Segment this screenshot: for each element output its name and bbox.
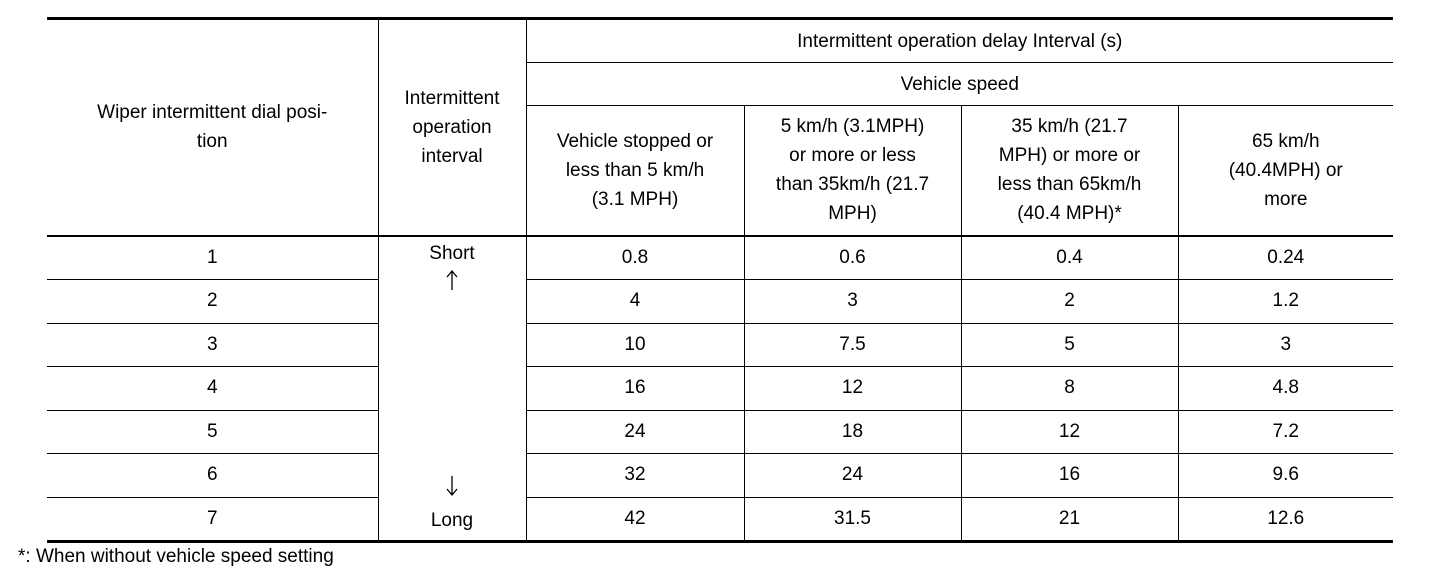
- wiper-table: Wiper intermittent dial posi- tion Inter…: [47, 17, 1394, 543]
- delay-value: 31.5: [743, 496, 961, 543]
- header-speed-range: Vehicle stopped or less than 5 km/h (3.1…: [525, 105, 744, 236]
- header-dial-position: Wiper intermittent dial posi- tion: [47, 17, 378, 236]
- table-row: 5 24 18 12 7.2: [47, 409, 1394, 454]
- delay-value: 0.24: [1177, 234, 1394, 280]
- table-row: 3 10 7.5 5 3: [47, 322, 1394, 367]
- table-row: 1 Short Long 0.8 0.6 0.4 0.24: [47, 234, 1394, 543]
- delay-value: 1.2: [1177, 279, 1394, 323]
- delay-value: 0.4: [960, 234, 1178, 280]
- delay-value: 21: [960, 496, 1178, 543]
- header-interval: Intermittent operation interval: [377, 17, 526, 236]
- delay-value: 24: [525, 409, 744, 454]
- delay-value: 5: [960, 322, 1178, 367]
- header-speed-range: 5 km/h (3.1MPH) or more or less than 35k…: [743, 105, 961, 236]
- delay-value: 10: [525, 322, 744, 367]
- delay-value: 12.6: [1177, 496, 1394, 543]
- delay-value: 4.8: [1177, 366, 1394, 410]
- delay-value: 3: [743, 279, 961, 323]
- interval-cell: Short Long: [377, 234, 526, 543]
- dial-position: 2: [47, 279, 378, 323]
- arrow-down: [446, 475, 457, 496]
- interval-short: Short: [429, 242, 475, 264]
- footnote: *: When without vehicle speed setting: [18, 546, 334, 567]
- dial-position: 3: [47, 322, 378, 367]
- dial-position: 5: [47, 409, 378, 454]
- delay-value: 16: [960, 453, 1178, 497]
- table-body: 1 Short Long 0.8 0.6 0.4 0.24 2 4 3 2 1.2 3 10 7.5 5 3 4 1…: [47, 234, 1394, 543]
- table-row: 7 42 31.5 21 12.6: [47, 496, 1394, 543]
- table-row: 2 4 3 2 1.2: [47, 279, 1394, 323]
- interval-long: Long: [430, 509, 474, 531]
- delay-value: 18: [743, 409, 961, 454]
- dial-position: 1: [47, 234, 378, 280]
- delay-value: 32: [525, 453, 744, 497]
- header-speed-range: 65 km/h (40.4MPH) or more: [1177, 105, 1394, 236]
- delay-value: 12: [743, 366, 961, 410]
- delay-value: 16: [525, 366, 744, 410]
- delay-value: 42: [525, 496, 744, 543]
- delay-value: 2: [960, 279, 1178, 323]
- dial-position: 6: [47, 453, 378, 497]
- dial-position: 7: [47, 496, 378, 543]
- delay-value: 0.8: [525, 234, 744, 280]
- delay-value: 7.2: [1177, 409, 1394, 454]
- arrow-up: [446, 269, 457, 290]
- header-speed: Vehicle speed: [525, 62, 1394, 106]
- table-row: 6 32 24 16 9.6: [47, 453, 1394, 497]
- delay-value: 24: [743, 453, 961, 497]
- header-speed-range: 35 km/h (21.7 MPH) or more or less than …: [960, 105, 1178, 236]
- delay-value: 7.5: [743, 322, 961, 367]
- header-delay: Intermittent operation delay Interval (s…: [525, 17, 1394, 63]
- delay-value: 8: [960, 366, 1178, 410]
- delay-value: 9.6: [1177, 453, 1394, 497]
- delay-value: 0.6: [743, 234, 961, 280]
- table-row: 4 16 12 8 4.8: [47, 366, 1394, 410]
- delay-value: 3: [1177, 322, 1394, 367]
- delay-value: 4: [525, 279, 744, 323]
- delay-value: 12: [960, 409, 1178, 454]
- dial-position: 4: [47, 366, 378, 410]
